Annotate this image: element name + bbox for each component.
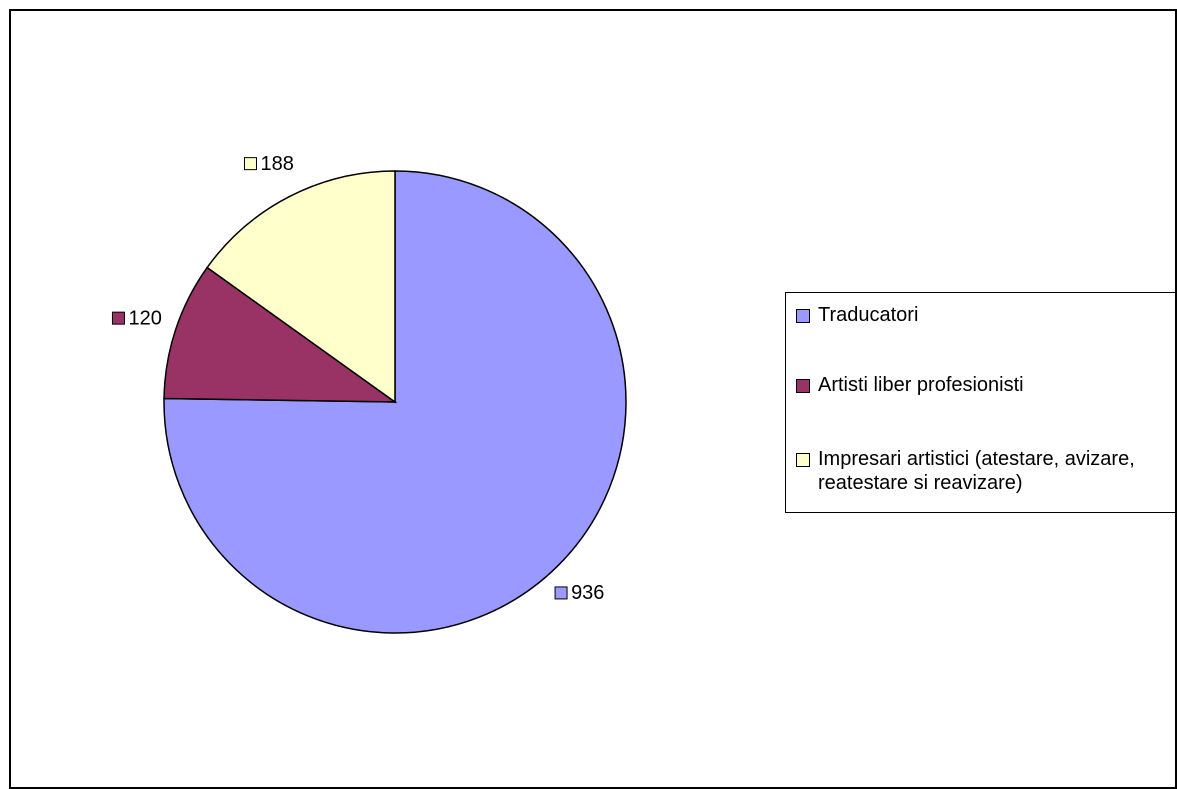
label-swatch: [554, 586, 568, 600]
label-swatch: [111, 311, 125, 325]
legend-swatch: [796, 379, 810, 393]
legend-item: Traducatori: [796, 303, 1177, 327]
pie-slice: [163, 266, 398, 403]
legend-swatch: [796, 453, 810, 467]
pie-slice: [206, 170, 396, 404]
legend-label: Artisti liber profesionisti: [818, 374, 1024, 396]
label-swatch: [243, 157, 257, 171]
legend-swatch: [796, 309, 810, 323]
legend-label: Impresari artistici (atestare, avizare, …: [818, 448, 1135, 494]
chart-frame: [9, 9, 1177, 789]
legend-label: Traducatori: [818, 304, 919, 326]
data-label: 120: [128, 307, 161, 329]
legend-item: Artisti liber profesionisti: [796, 373, 1177, 397]
data-label: 188: [260, 153, 293, 175]
legend-item: Impresari artistici (atestare, avizare, …: [796, 447, 1177, 495]
legend: Traducatori Artisti liber profesionisti Im…: [785, 292, 1175, 513]
data-label: 936: [571, 582, 604, 604]
